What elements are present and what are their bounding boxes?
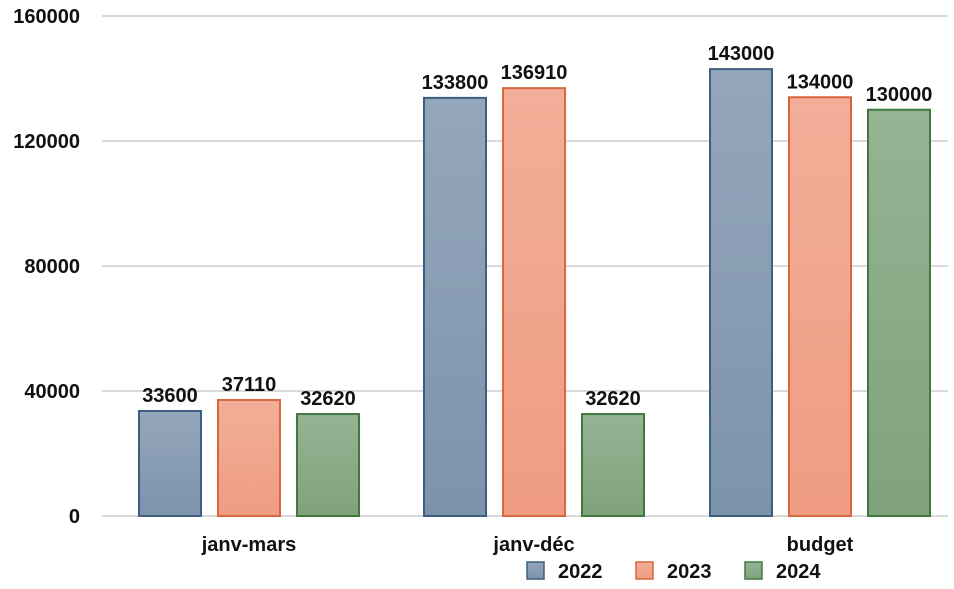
- y-tick-label: 0: [69, 506, 80, 528]
- legend-label: 2023: [667, 561, 712, 583]
- bar-2022-1: [423, 96, 487, 517]
- data-label: 133800: [422, 72, 489, 94]
- data-label: 33600: [142, 385, 198, 407]
- y-tick-label: 120000: [13, 131, 80, 153]
- data-label: 130000: [866, 84, 933, 106]
- bar-2024-2: [867, 108, 931, 517]
- bar-2024-1: [581, 413, 645, 517]
- y-tick-label: 160000: [13, 6, 80, 28]
- bar-2023-1: [502, 87, 566, 517]
- y-tick-label: 80000: [24, 256, 80, 278]
- bar-2022-0: [138, 410, 202, 517]
- bar-2023-0: [217, 399, 281, 517]
- legend-item: 2024: [744, 561, 821, 583]
- bar-2022-2: [709, 68, 773, 517]
- data-label: 32620: [300, 388, 356, 410]
- bar-2024-0: [296, 413, 360, 517]
- legend-item: 2022: [526, 561, 603, 583]
- legend-swatch: [526, 561, 545, 580]
- category-label: budget: [787, 534, 854, 556]
- data-label: 143000: [708, 43, 775, 65]
- data-label: 37110: [222, 374, 277, 396]
- category-label: janv-déc: [492, 534, 574, 556]
- legend-label: 2022: [558, 561, 603, 583]
- legend: 2022 2023 2024: [526, 561, 821, 583]
- bar-2023-2: [788, 96, 852, 517]
- data-label: 134000: [787, 71, 854, 93]
- bars: [138, 68, 931, 517]
- data-label: 32620: [585, 388, 641, 410]
- y-axis-tick-labels: 0 40000 80000 120000 160000: [13, 6, 80, 528]
- legend-item: 2023: [635, 561, 712, 583]
- legend-label: 2024: [776, 561, 821, 583]
- legend-swatch: [635, 561, 654, 580]
- y-tick-label: 40000: [24, 381, 80, 403]
- x-axis-category-labels: janv-mars janv-déc budget: [201, 534, 854, 556]
- legend-swatch: [744, 561, 763, 580]
- data-labels: 33600 37110 32620 133800 136910 32620 143000 13…: [142, 43, 932, 410]
- category-label: janv-mars: [201, 534, 297, 556]
- data-label: 136910: [501, 62, 568, 84]
